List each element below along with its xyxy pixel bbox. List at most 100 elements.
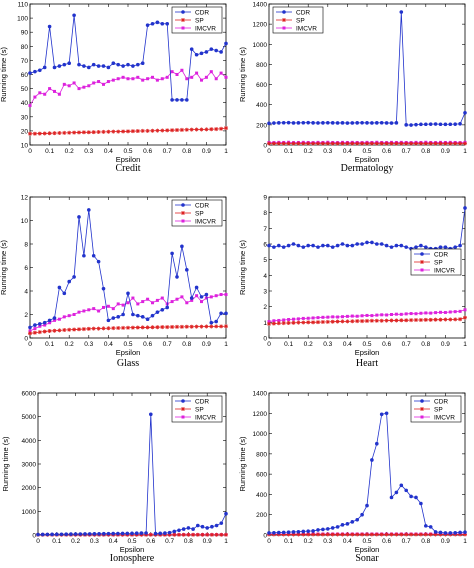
data-point-cdr	[321, 527, 325, 532]
data-point-cdr	[345, 121, 350, 125]
data-point-imcvr	[414, 312, 418, 316]
legend-label-cdr: CDR	[195, 398, 209, 405]
data-point-sp	[365, 532, 369, 537]
data-point-sp	[96, 130, 101, 135]
data-point-sp	[286, 320, 291, 325]
legend-label-sp: SP	[434, 259, 443, 266]
data-point-imcvr	[190, 75, 194, 79]
data-point-cdr	[394, 490, 399, 495]
data-point-sp	[184, 324, 189, 329]
data-point-sp	[170, 324, 175, 329]
data-point-cdr	[194, 52, 199, 57]
data-point-cdr	[172, 529, 177, 534]
x-axis-label: Epsilon	[116, 155, 141, 164]
legend-marker	[181, 407, 185, 411]
data-point-sp	[463, 315, 467, 320]
data-point-sp	[448, 317, 453, 322]
y-tick-label: 3	[263, 289, 267, 296]
data-point-sp	[438, 532, 443, 537]
y-tick-label: 110	[18, 2, 29, 9]
y-tick-label: 400	[256, 492, 267, 499]
y-tick-label: 1	[263, 320, 267, 327]
data-point-sp	[209, 532, 214, 537]
y-tick-label: 0	[263, 336, 267, 343]
data-point-imcvr	[57, 92, 61, 96]
y-tick-label: 1000	[253, 431, 268, 438]
data-point-sp	[389, 532, 394, 537]
data-point-cdr	[326, 120, 330, 125]
legend-label-cdr: CDR	[434, 398, 448, 405]
legend-marker	[420, 399, 424, 403]
chart-panel-sonar: 0 200 400 600 800 1000 1200 1400 0 0.1 0.2 0.3 0.4 0.…	[238, 391, 467, 565]
data-point-cdr	[350, 243, 355, 248]
data-point-cdr	[189, 47, 194, 51]
data-point-sp	[116, 326, 121, 331]
data-point-sp	[448, 141, 453, 146]
data-point-imcvr	[67, 84, 71, 88]
data-point-imcvr	[175, 73, 179, 76]
data-point-sp	[37, 330, 42, 335]
data-point-imcvr	[141, 78, 145, 82]
data-point-sp	[195, 532, 200, 537]
data-point-sp	[96, 326, 101, 331]
data-point-sp	[111, 326, 116, 331]
x-tick-label: 0.2	[65, 341, 74, 348]
data-point-cdr	[210, 524, 214, 529]
data-point-sp	[191, 532, 196, 537]
data-point-imcvr	[141, 300, 145, 304]
data-point-sp	[306, 532, 311, 537]
x-tick-label: 0.8	[421, 538, 430, 545]
data-point-cdr	[375, 242, 379, 246]
x-tick-label: 0.6	[143, 341, 152, 348]
data-point-imcvr	[72, 313, 76, 316]
legend-marker	[181, 10, 185, 14]
data-point-sp	[167, 532, 172, 537]
data-point-sp	[101, 129, 106, 134]
data-point-cdr	[106, 65, 111, 70]
data-point-cdr	[296, 243, 301, 248]
series-cdr	[36, 412, 228, 537]
data-point-cdr	[419, 243, 423, 248]
data-point-cdr	[340, 242, 345, 246]
data-point-cdr	[180, 98, 184, 102]
x-tick-label: 1	[463, 538, 467, 545]
chart-caption: Ionosphere	[110, 553, 155, 564]
data-point-sp	[77, 130, 81, 135]
y-axis-label: Running time (s)	[1, 436, 10, 492]
data-point-imcvr	[321, 315, 325, 319]
data-point-sp	[121, 325, 126, 330]
data-point-sp	[433, 141, 438, 146]
legend-label-imcvr: IMCVR	[434, 267, 455, 274]
data-point-cdr	[453, 530, 458, 535]
legend-marker	[282, 10, 286, 14]
data-point-cdr	[45, 532, 50, 537]
data-point-sp	[418, 317, 423, 322]
data-point-sp	[296, 141, 301, 146]
data-point-imcvr	[136, 75, 140, 79]
data-point-imcvr	[62, 82, 66, 86]
data-point-sp	[67, 327, 72, 332]
x-tick-label: 0.6	[143, 148, 152, 155]
data-point-imcvr	[448, 310, 452, 314]
data-point-sp	[155, 325, 160, 330]
y-axis-label: Running time (s)	[238, 46, 247, 102]
data-point-cdr	[106, 318, 111, 323]
data-point-imcvr	[106, 304, 110, 308]
data-point-imcvr	[409, 312, 413, 316]
data-point-cdr	[91, 253, 96, 258]
data-point-imcvr	[48, 321, 52, 325]
x-tick-label: 0.9	[202, 341, 211, 348]
x-tick-label: 0.6	[146, 538, 155, 545]
data-point-imcvr	[200, 300, 203, 304]
data-point-cdr	[170, 98, 174, 102]
data-point-imcvr	[375, 313, 379, 317]
data-point-sp	[443, 141, 448, 146]
data-point-sp	[418, 141, 423, 146]
data-point-imcvr	[350, 314, 354, 318]
data-point-sp	[389, 318, 394, 323]
data-point-cdr	[370, 240, 374, 245]
data-point-sp	[316, 320, 320, 325]
data-point-cdr	[345, 522, 350, 526]
